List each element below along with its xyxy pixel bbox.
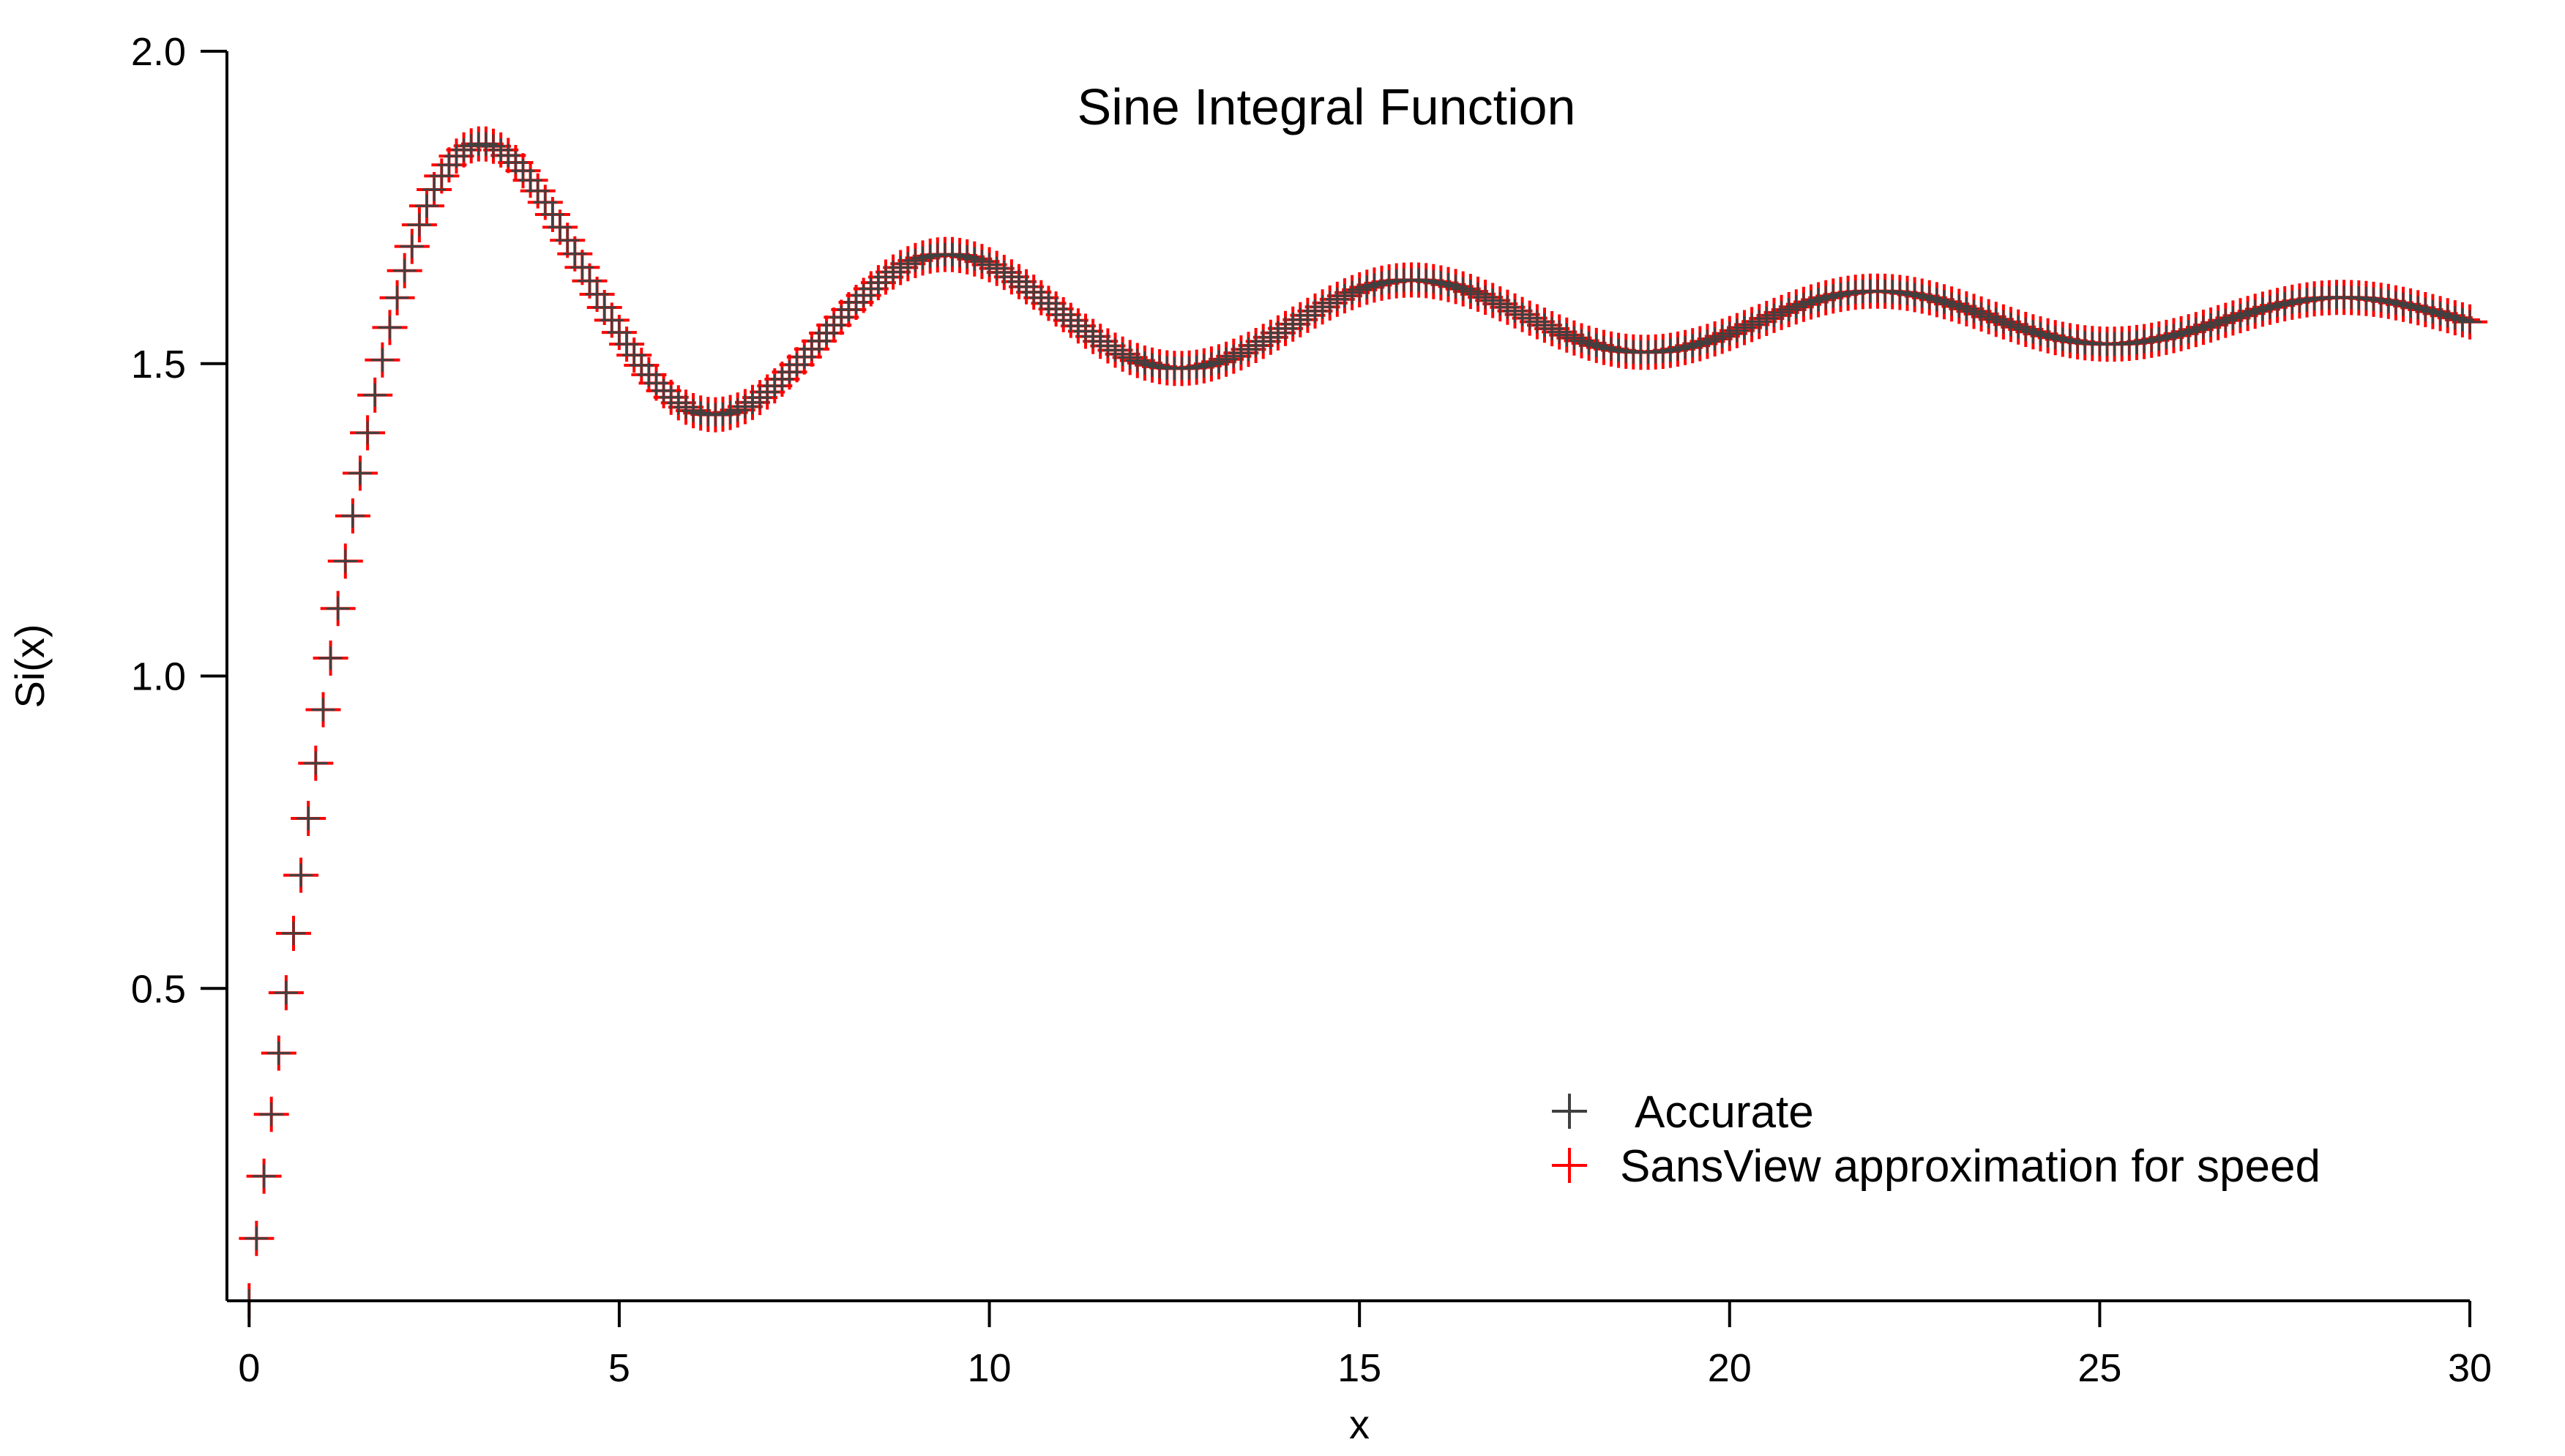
x-tick-label: 5 [608,1346,630,1390]
y-tick-label: 1.0 [131,655,186,699]
data-point [333,549,357,573]
data-point [392,258,417,283]
data-point [548,215,572,239]
data-point [563,242,587,266]
legend-label-sansview: SansView approximation for speed [1620,1141,2321,1192]
plot-area [231,126,2487,1318]
data-point [2458,310,2482,334]
data-point [533,190,557,214]
data-point [252,1164,276,1188]
data-point [282,922,305,945]
data-point [422,178,447,201]
data-point [407,213,431,237]
x-tick-label: 25 [2077,1346,2121,1390]
x-tick-label: 0 [238,1346,260,1390]
x-axis-title: x [1349,1401,1370,1447]
x-tick-label: 20 [1708,1346,1752,1390]
data-point [363,383,387,407]
data-point [274,981,298,1005]
data-point [318,646,343,670]
data-point [311,698,335,722]
data-point [340,504,365,528]
legend: Accurate SansView approximation for spee… [1552,1087,2321,1192]
x-tick-label: 30 [2448,1346,2492,1390]
data-point [540,203,564,226]
legend-label-accurate: Accurate [1635,1087,1814,1138]
data-point [600,308,624,332]
x-tick-label: 10 [968,1346,1012,1390]
data-point [348,461,372,485]
y-tick-label: 1.5 [131,343,186,387]
y-tick-label: 0.5 [131,967,186,1011]
data-point [385,285,409,310]
x-tick-label: 15 [1337,1346,1381,1390]
data-point [400,234,424,258]
data-point [289,863,313,887]
data-point [244,1226,269,1250]
data-point [296,807,321,830]
data-point [578,269,602,293]
chart-title: Sine Integral Function [1078,78,1576,135]
y-axis-title: Si(x) [7,624,53,708]
y-tick-label: 2.0 [131,30,186,74]
series-accurate [237,132,2482,1313]
y-ticks: 0.5 1.0 1.5 2.0 [131,30,227,1011]
data-point [556,228,580,253]
data-point [378,316,402,340]
data-point [415,194,438,218]
x-ticks: 0 5 10 15 20 25 30 [238,1301,2492,1390]
data-point [266,1041,291,1065]
legend-marker-accurate [1552,1094,1587,1129]
legend-marker-sansview [1552,1148,1587,1183]
series-sansview [231,126,2487,1318]
data-point [326,597,350,621]
data-point [592,296,616,319]
data-point [370,348,395,372]
data-point [259,1102,283,1127]
data-point [570,255,594,280]
data-point [304,751,328,775]
data-point [585,283,609,306]
data-point [356,421,380,445]
